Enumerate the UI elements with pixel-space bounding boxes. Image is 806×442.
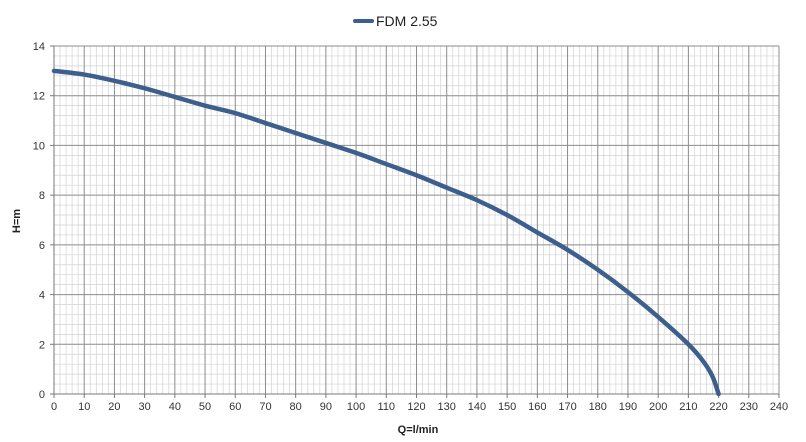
x-tick-label: 60 (229, 401, 241, 413)
x-tick-label: 240 (770, 401, 788, 413)
x-tick-label: 220 (709, 401, 727, 413)
series-layer (51, 68, 721, 397)
legend: FDM 2.55 (353, 13, 438, 29)
x-tick-label: 160 (528, 401, 546, 413)
x-axis-title: Q=l/min (398, 424, 439, 436)
x-tick-label: 110 (378, 401, 396, 413)
y-axis-title: H=m (11, 209, 23, 233)
y-tick-label: 4 (39, 290, 45, 302)
y-tick-label: 10 (33, 140, 45, 152)
axes: 0 10 20 30 40 50 60 70 80 90 100 110 120 130 140 150 160… (33, 41, 788, 413)
series-line-fdm-2-55 (51, 68, 721, 397)
x-tick-label: 180 (589, 401, 607, 413)
x-tick-label: 140 (468, 401, 486, 413)
y-tick-label: 12 (33, 91, 45, 103)
y-tick-label: 2 (39, 339, 45, 351)
x-tick-label: 200 (649, 401, 667, 413)
x-tick-label: 130 (438, 401, 456, 413)
x-tick-label: 20 (108, 401, 120, 413)
x-tick-label: 50 (199, 401, 211, 413)
x-tick-label: 30 (139, 401, 151, 413)
x-tick-label: 40 (169, 401, 181, 413)
y-tick-label: 0 (39, 389, 45, 401)
x-tick-label: 230 (740, 401, 758, 413)
x-tick-label: 210 (679, 401, 697, 413)
legend-label: FDM 2.55 (376, 13, 438, 29)
x-tick-label: 100 (347, 401, 365, 413)
grid (53, 45, 780, 395)
y-tick-label: 14 (33, 41, 45, 53)
y-tick-label: 6 (39, 240, 45, 252)
y-tick-label: 8 (39, 190, 45, 202)
x-tick-label: 80 (290, 401, 302, 413)
x-tick-label: 190 (619, 401, 637, 413)
x-tick-label: 90 (320, 401, 332, 413)
x-tick-label: 10 (78, 401, 90, 413)
x-tick-label: 170 (558, 401, 576, 413)
x-tick-label: 0 (51, 401, 57, 413)
x-tick-label: 120 (407, 401, 425, 413)
x-tick-label: 70 (259, 401, 271, 413)
x-tick-label: 150 (498, 401, 516, 413)
